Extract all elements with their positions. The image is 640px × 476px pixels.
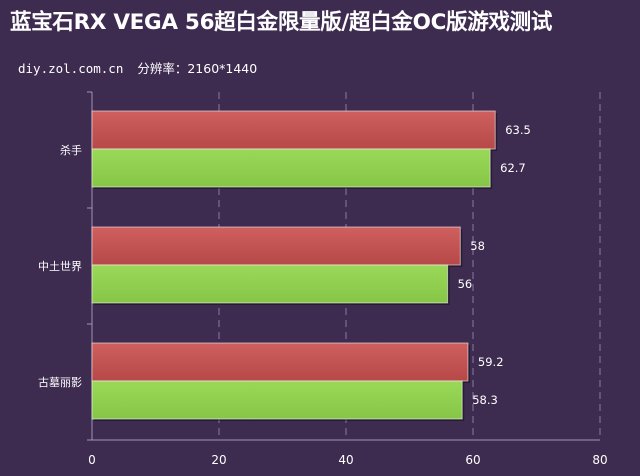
chart-subtitle: diy.zol.com.cn 分辨率：2160*1440 — [18, 58, 257, 77]
x-tick-label: 40 — [338, 453, 353, 467]
data-label: 59.2 — [478, 355, 504, 369]
resolution-label: 分辨率：2160*1440 — [137, 61, 258, 76]
bar — [91, 264, 449, 304]
category-label: 古墓丽影 — [38, 376, 82, 389]
data-label: 63.5 — [505, 123, 531, 137]
data-label: 58.3 — [472, 393, 498, 407]
x-tick-label: 80 — [592, 453, 607, 467]
bar — [91, 380, 463, 420]
chart-title: 蓝宝石RX VEGA 56超白金限量版/超白金OC版游戏测试 — [10, 10, 553, 35]
category-label: 中土世界 — [38, 260, 82, 273]
x-tick-label: 20 — [211, 453, 226, 467]
x-tick-label: 60 — [465, 453, 480, 467]
bar — [91, 226, 461, 266]
data-label: 58 — [470, 239, 485, 253]
x-tick-label: 0 — [88, 453, 96, 467]
category-label: 杀手 — [60, 143, 82, 157]
bar — [91, 110, 496, 150]
labels: 0 20 40 60 80 杀手 63.5 62.7 中土世界 58 56 古墓丽影 59.2 58.3 — [38, 123, 608, 467]
bar — [91, 342, 469, 382]
site-url: diy.zol.com.cn — [18, 61, 124, 76]
data-label: 56 — [458, 277, 473, 291]
data-label: 62.7 — [500, 161, 526, 175]
bars — [91, 110, 498, 421]
bar — [91, 148, 491, 188]
